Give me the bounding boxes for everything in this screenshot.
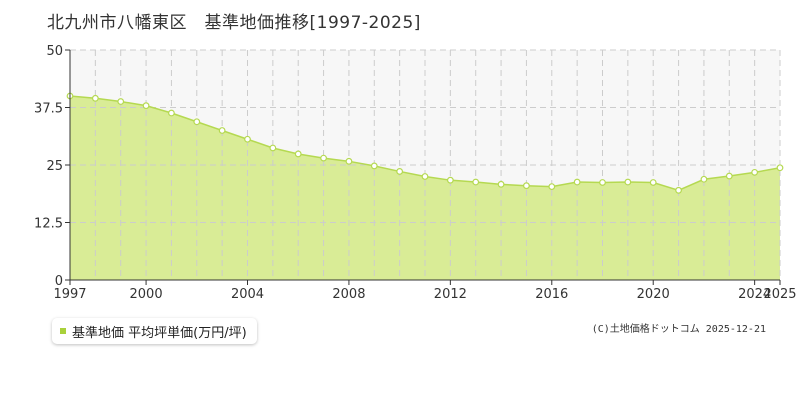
data-point-1999 bbox=[117, 98, 125, 105]
x-tick-label-2020: 2020 bbox=[637, 287, 670, 302]
data-point-1998 bbox=[91, 94, 99, 102]
credit-text: (C)土地価格ドットコム 2025-12-21 bbox=[591, 324, 766, 335]
data-point-2021 bbox=[675, 186, 682, 194]
data-point-2006 bbox=[294, 150, 302, 158]
x-tick-label-2012: 2012 bbox=[434, 287, 467, 302]
y-tick-label-1: 12.5 bbox=[34, 217, 63, 232]
grid-layer bbox=[70, 49, 781, 280]
x-tick-label-2000: 2000 bbox=[130, 287, 163, 302]
data-point-2009 bbox=[370, 162, 378, 170]
data-point-2024 bbox=[751, 168, 759, 176]
data-point-2002 bbox=[193, 118, 201, 126]
chart-title: 北九州市八幡東区 基準地価推移[1997-2025] bbox=[47, 13, 421, 33]
data-point-2017 bbox=[573, 178, 581, 186]
x-tick-label-2024: 2024 bbox=[738, 287, 771, 302]
x-tick-label-2025: 2025 bbox=[763, 287, 796, 302]
data-point-2015 bbox=[523, 182, 530, 190]
x-tick-label-2004: 2004 bbox=[231, 287, 264, 302]
x-tick-label-2016: 2016 bbox=[535, 287, 568, 302]
data-point-2008 bbox=[345, 157, 353, 165]
data-point-2012 bbox=[446, 176, 454, 184]
data-point-2001 bbox=[168, 109, 175, 117]
y-tick-labels: 0 12.5 25 37.5 50 bbox=[34, 44, 63, 289]
x-tick-label-1997: 1997 bbox=[53, 287, 86, 302]
data-point-2000 bbox=[142, 102, 150, 110]
x-tick-label-2008: 2008 bbox=[332, 287, 365, 302]
y-tick-label-4: 50 bbox=[46, 44, 63, 59]
legend-swatch bbox=[60, 328, 66, 334]
y-tick-label-0: 0 bbox=[55, 274, 63, 289]
data-point-2019 bbox=[624, 178, 632, 186]
legend[interactable]: 基準地価 平均坪単価(万円/坪) bbox=[52, 318, 257, 344]
y-tick-label-3: 37.5 bbox=[34, 102, 63, 117]
marker-layer bbox=[66, 92, 784, 194]
axis-layer bbox=[65, 49, 781, 285]
data-point-2007 bbox=[320, 154, 327, 162]
data-point-2013 bbox=[472, 178, 480, 186]
data-point-2023 bbox=[725, 172, 733, 180]
data-point-2004 bbox=[244, 135, 251, 143]
data-point-2016 bbox=[548, 183, 556, 191]
data-point-2011 bbox=[421, 173, 429, 180]
data-point-2025 bbox=[776, 164, 784, 172]
data-point-2003 bbox=[218, 127, 226, 134]
legend-label: 基準地価 平均坪単価(万円/坪) bbox=[72, 325, 247, 341]
data-point-2014 bbox=[497, 180, 505, 188]
data-point-2022 bbox=[700, 175, 708, 183]
y-tick-label-2: 25 bbox=[46, 159, 63, 174]
data-point-2005 bbox=[269, 144, 277, 152]
data-point-2010 bbox=[396, 168, 404, 175]
data-point-2020 bbox=[649, 179, 657, 186]
data-point-2018 bbox=[599, 179, 606, 186]
